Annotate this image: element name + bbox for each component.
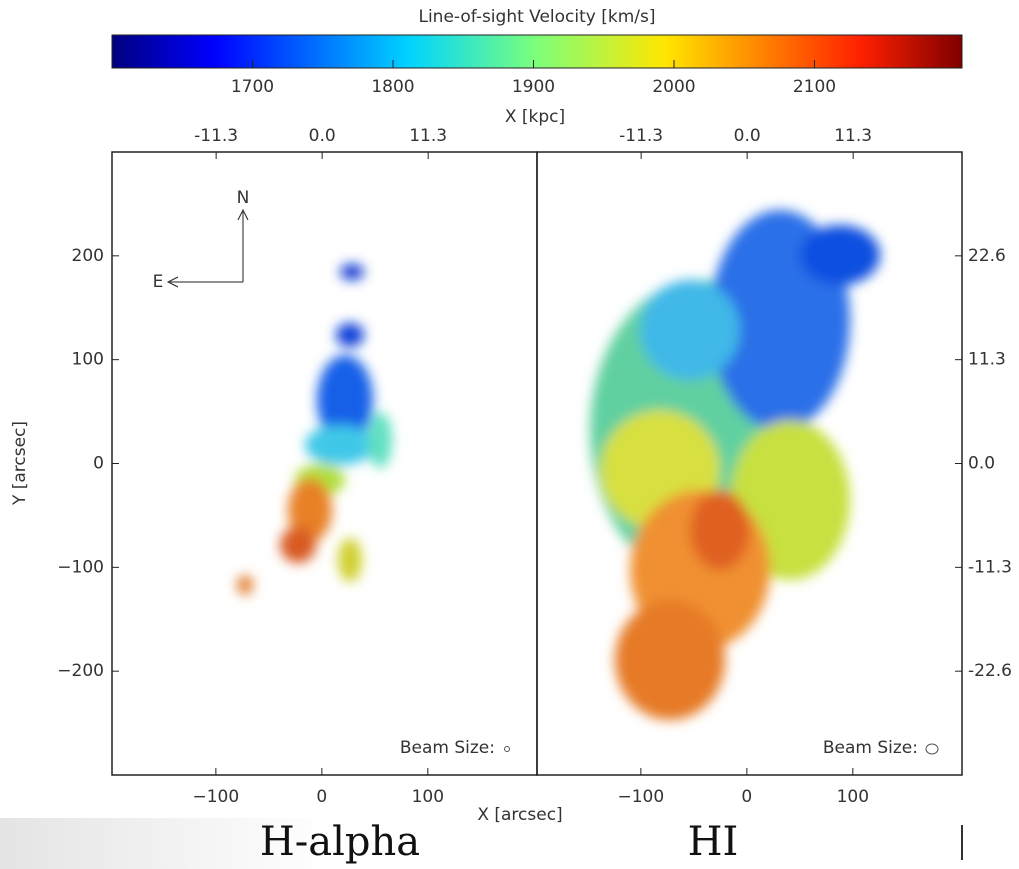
x-tick-label: 100	[837, 787, 869, 807]
x-tick-label: 0	[316, 787, 327, 807]
y-axis-label: Y [arcsec]	[10, 421, 30, 506]
y-tick-label: −200	[57, 661, 104, 681]
x-axis-label: X [arcsec]	[477, 805, 562, 825]
x-tick-label: −100	[193, 787, 240, 807]
panel-title: H-alpha	[260, 819, 420, 865]
x2-tick-label: 0.0	[309, 126, 336, 146]
y2-tick-label: 0.0	[968, 454, 995, 474]
y-tick-label: 100	[72, 350, 104, 370]
compass-north: N	[237, 188, 250, 208]
y-tick-label: 0	[93, 454, 104, 474]
compass-east: E	[153, 272, 164, 292]
x2-axis-label: X [kpc]	[505, 107, 565, 127]
colorbar-title: Line-of-sight Velocity [km/s]	[418, 7, 655, 27]
colorbar-tick-label: 1700	[231, 77, 274, 97]
colorbar-tick-label: 2000	[652, 77, 695, 97]
y-tick-label: 200	[72, 246, 104, 266]
halpha-map	[237, 264, 392, 595]
y2-tick-label: 22.6	[968, 246, 1006, 266]
x2-tick-label: 11.3	[834, 126, 872, 146]
y2-tick-label: 11.3	[968, 350, 1006, 370]
panel-frame	[111, 151, 538, 776]
beam-label: Beam Size:	[400, 738, 495, 758]
beam-symbol	[925, 743, 939, 755]
y2-tick-label: -22.6	[968, 661, 1012, 681]
colorbar-tick-label: 1800	[371, 77, 414, 97]
colorbar-tick-label: 1900	[512, 77, 555, 97]
x-tick-label: −100	[618, 787, 665, 807]
colorbar	[111, 34, 963, 69]
x-tick-label: 100	[412, 787, 444, 807]
x2-tick-label: -11.3	[619, 126, 663, 146]
x-tick-label: 0	[741, 787, 752, 807]
hi-map	[590, 210, 880, 720]
x2-tick-label: 0.0	[734, 126, 761, 146]
beam-label: Beam Size:	[823, 738, 918, 758]
panel-title: HI	[688, 819, 739, 865]
beam-symbol	[504, 746, 510, 752]
x2-tick-label: 11.3	[409, 126, 447, 146]
arrowheads	[166, 208, 249, 288]
y-tick-label: −100	[57, 557, 104, 577]
x2-tick-label: -11.3	[194, 126, 238, 146]
colorbar-tick-label: 2100	[793, 77, 836, 97]
background-fade	[0, 818, 330, 869]
y2-tick-label: -11.3	[968, 557, 1012, 577]
